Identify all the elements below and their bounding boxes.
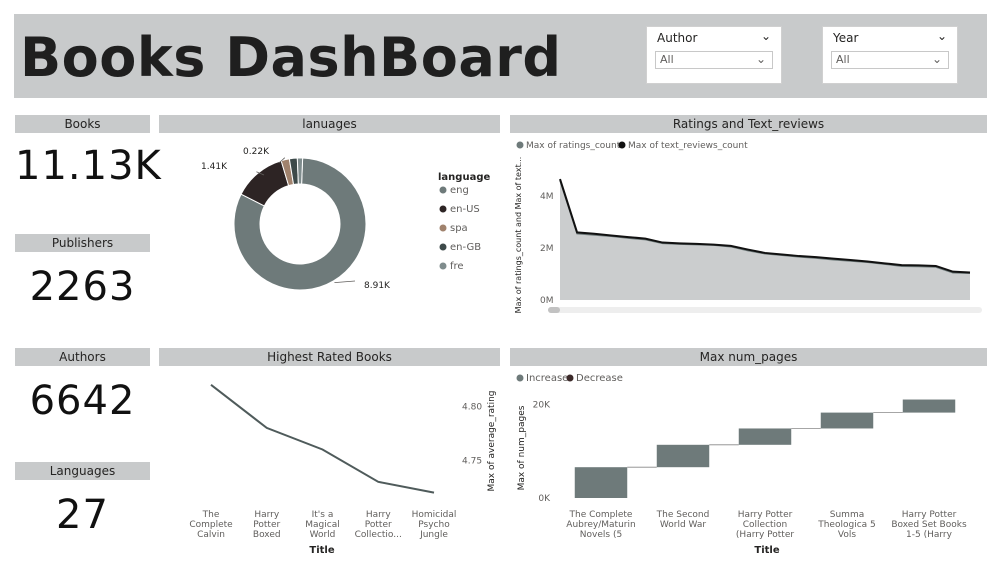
waterfall-bar [902,399,956,413]
pages-chart-title: Max num_pages [510,348,987,366]
y-tick-label: 2M [540,244,554,254]
legend-marker [439,243,447,251]
legend-marker [439,262,447,270]
kpi-books-label: Books [15,115,150,133]
legend-marker [516,141,524,149]
year-dropdown-value: All [836,53,850,66]
legend-item: Max of text_reviews_count [628,141,748,151]
y-axis-label: Max of average_rating [487,390,497,491]
languages-chart-title: lanuages [159,115,500,133]
author-dropdown[interactable]: All ⌄ [655,51,773,69]
author-slicer[interactable]: Author ⌄ All ⌄ [646,26,782,84]
y-tick-label: 4M [540,192,554,202]
data-label-leader [334,280,356,284]
x-tick-label: Homicidal Psycho Jungle [412,510,457,540]
chevron-down-icon[interactable]: ⌄ [931,52,942,66]
x-tick-label: It's a Magical World [305,510,339,540]
pages-waterfall-chart[interactable]: Increase Decrease 0K 20K Max of num_pages The… [510,366,987,564]
author-dropdown-value: All [660,53,674,66]
ratings-chart-title: Ratings and Text_reviews [510,115,987,133]
legend-marker [439,224,447,232]
author-slicer-label: Author [657,31,698,45]
chevron-down-icon[interactable]: ⌄ [755,52,766,66]
legend-marker [516,374,524,382]
x-tick-label: Harry Potter Boxed Set Books 1-5 (Harry [891,510,967,540]
x-tick-label: The Complete Calvin [189,510,233,540]
rated-chart-title: Highest Rated Books [159,348,500,366]
languages-donut-chart[interactable]: 8.91K 1.41K 0.22K language eng en-US spa en-GB f… [159,135,500,340]
data-label-leader [278,157,286,164]
donut-data-label: 0.22K [243,147,270,157]
waterfall-bar [738,428,792,445]
legend-item: fre [450,261,464,272]
x-tick-label: Harry Potter Boxed [253,510,281,540]
horizontal-scrollbar[interactable] [548,307,982,313]
legend-item: spa [450,223,468,234]
y-tick-label: 4.75 [462,456,482,466]
waterfall-bar [820,412,874,429]
x-tick-label: Harry Potter Collection (Harry Potter [736,510,794,540]
legend-marker [439,205,447,213]
x-tick-label: The Complete Aubrey/Maturin Novels (5 [566,510,635,540]
y-axis-label: Max of num_pages [517,405,527,490]
y-axis-label: Max of ratings_count and Max of text... [514,157,523,314]
x-tick-label: Harry Potter Collectio... [355,510,402,540]
donut-data-label: 8.91K [364,281,391,291]
legend-item: en-US [450,204,480,215]
kpi-publishers-value: 2263 [29,264,136,310]
donut-slice-fre [296,157,304,185]
donut-slice-eng [233,157,367,291]
kpi-publishers-label: Publishers [15,234,150,252]
legend-marker [566,374,574,382]
x-tick-label: The Second World War [656,510,710,530]
kpi-languages-label: Languages [15,462,150,480]
chevron-down-icon[interactable]: ⌄ [760,29,771,43]
x-tick-label: Summa Theologica 5 Vols [817,510,876,540]
dashboard-title: Books DashBoard [20,26,562,89]
legend-marker [439,186,447,194]
year-dropdown[interactable]: All ⌄ [831,51,949,69]
waterfall-bar [574,467,628,498]
y-tick-label: 4.80 [462,402,482,412]
rating-line [210,383,435,494]
legend-title: language [438,172,490,183]
x-axis-label: Title [754,545,779,556]
legend-item: eng [450,185,469,196]
kpi-authors-value: 6642 [29,378,136,424]
ratings-area-chart[interactable]: Max of ratings_count Max of text_reviews_… [510,135,987,317]
legend-item: Increase [526,373,568,384]
kpi-languages-value: 27 [56,492,109,538]
kpi-authors-label: Authors [15,348,150,366]
area-fill [560,179,970,300]
x-axis-label: Title [309,545,334,556]
kpi-books-value: 11.13K [15,143,162,189]
legend-item: Decrease [576,373,623,384]
legend-item: Max of ratings_count [526,141,621,151]
year-slicer-label: Year [833,31,859,45]
rated-line-chart[interactable]: 4.80 4.75 Max of average_rating The Complete… [159,366,500,564]
legend-marker [618,141,626,149]
legend-item: en-GB [450,242,481,253]
waterfall-bar [656,444,710,468]
y-tick-label: 0K [538,494,551,504]
donut-data-label: 1.41K [201,162,228,172]
y-tick-label: 20K [533,401,551,411]
scrollbar-thumb[interactable] [548,307,560,313]
data-label-leader [256,171,265,176]
year-slicer[interactable]: Year ⌄ All ⌄ [822,26,958,84]
series-line-text-reviews [559,178,971,274]
chevron-down-icon[interactable]: ⌄ [936,29,947,43]
y-tick-label: 0M [540,296,554,306]
